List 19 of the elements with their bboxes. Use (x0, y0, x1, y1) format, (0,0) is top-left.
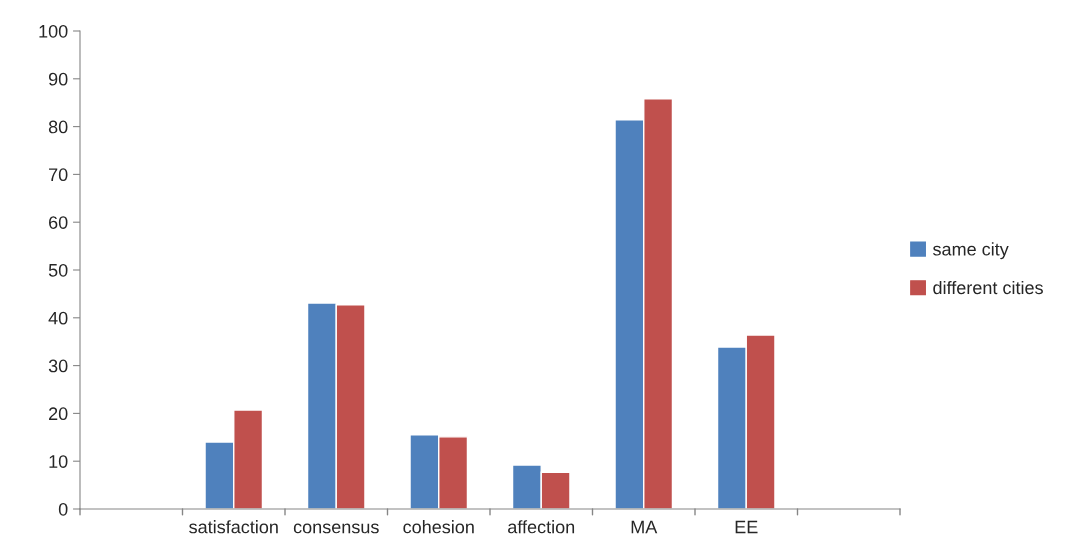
legend-label: different cities (933, 280, 1043, 295)
y-tick-label: 60 (49, 216, 68, 229)
y-tick-label: 10 (49, 455, 68, 468)
y-tick-label: 50 (48, 263, 68, 277)
legend-label: same city (933, 242, 1009, 260)
x-tick-label: cohesion (403, 520, 474, 534)
y-tick-label: 100 (39, 24, 68, 38)
x-tick-label: affection (508, 520, 575, 534)
x-tick-label: satisfaction (189, 520, 278, 534)
x-tick-label: MA (631, 520, 658, 534)
x-tick-label: EE (735, 520, 758, 534)
y-tick-label: 0 (58, 502, 68, 516)
y-tick-label: 70 (49, 168, 68, 182)
y-tick-label: 90 (48, 72, 68, 86)
y-tick-label: 40 (48, 311, 68, 325)
y-tick-label: 30 (48, 359, 68, 373)
x-tick-label: consensus (293, 523, 379, 534)
y-tick-label: 20 (49, 407, 68, 421)
y-tick-label: 80 (48, 120, 68, 134)
